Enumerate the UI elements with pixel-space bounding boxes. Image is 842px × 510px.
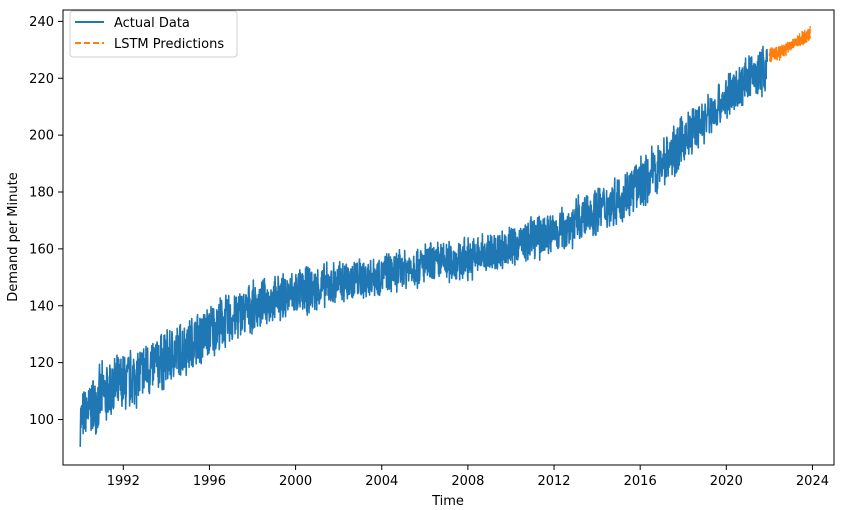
y-tick-label: 120 <box>29 356 54 371</box>
x-tick-label: 2024 <box>796 474 829 489</box>
plot-background <box>63 10 834 465</box>
legend: Actual Data LSTM Predictions <box>69 10 238 58</box>
x-tick-label: 2016 <box>624 474 657 489</box>
x-tick-label: 2004 <box>365 474 398 489</box>
y-tick-label: 180 <box>29 186 54 201</box>
y-tick-label: 200 <box>29 129 54 144</box>
legend-label-predictions: LSTM Predictions <box>114 37 224 52</box>
plot-frame <box>62 9 835 466</box>
series-lstm-predictions <box>768 25 812 63</box>
x-tick-label: 1996 <box>193 474 226 489</box>
y-axis: 100 120 140 160 180 200 220 240 <box>29 15 63 428</box>
x-axis: 1992 1996 2000 2004 2008 2012 2016 2020 2024 <box>107 465 829 489</box>
y-tick-label: 160 <box>29 242 54 257</box>
series-layer <box>79 25 812 447</box>
y-axis-label: Demand per Minute <box>6 172 21 301</box>
legend-box <box>69 10 238 58</box>
x-tick-label: 2000 <box>279 474 312 489</box>
series-actual-data <box>79 45 769 447</box>
x-axis-label: Time <box>431 494 464 509</box>
y-tick-label: 100 <box>29 413 54 428</box>
y-tick-label: 240 <box>29 15 54 30</box>
x-tick-label: 2020 <box>710 474 743 489</box>
x-tick-label: 2008 <box>451 474 484 489</box>
x-tick-label: 1992 <box>107 474 140 489</box>
y-tick-label: 140 <box>29 299 54 314</box>
y-tick-label: 220 <box>29 72 54 87</box>
x-tick-label: 2012 <box>537 474 570 489</box>
legend-label-actual: Actual Data <box>114 16 190 31</box>
